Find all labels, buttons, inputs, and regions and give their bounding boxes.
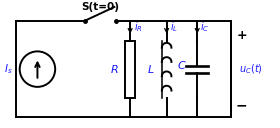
Bar bbox=[125, 41, 135, 98]
Text: −: − bbox=[236, 99, 248, 113]
Text: +: + bbox=[236, 29, 247, 42]
Text: $u_C(t)$: $u_C(t)$ bbox=[239, 62, 262, 76]
Text: $L$: $L$ bbox=[147, 63, 155, 75]
Text: $C$: $C$ bbox=[177, 59, 186, 71]
Text: $i_L$: $i_L$ bbox=[171, 20, 179, 34]
Text: S(t=0): S(t=0) bbox=[81, 2, 120, 12]
Text: $I_s$: $I_s$ bbox=[4, 62, 13, 76]
Text: $i_R$: $i_R$ bbox=[134, 20, 143, 34]
Text: $i_C$: $i_C$ bbox=[200, 20, 210, 34]
Text: $R$: $R$ bbox=[110, 63, 119, 75]
